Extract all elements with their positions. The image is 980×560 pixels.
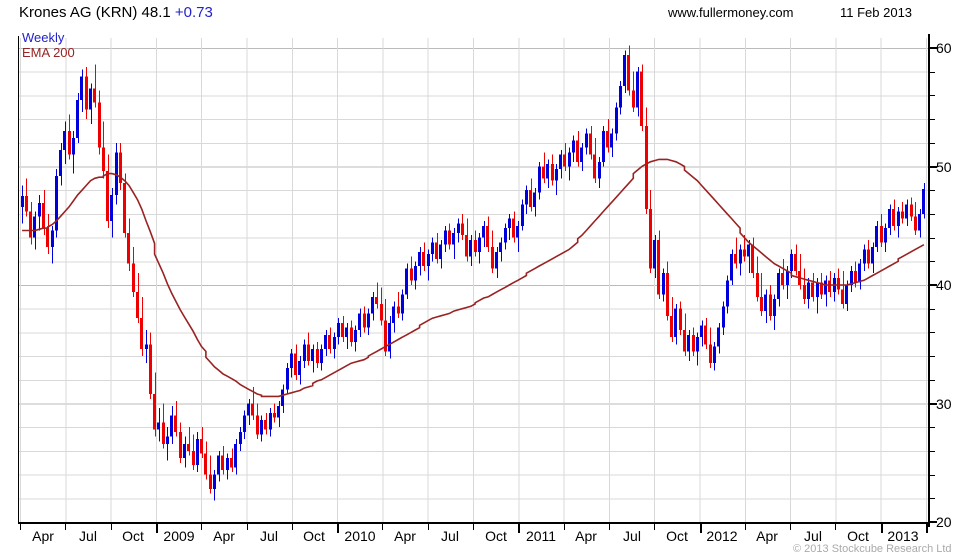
x-axis-label: Oct <box>122 528 144 544</box>
x-axis-tick <box>790 524 791 530</box>
y-axis-tick <box>928 450 935 452</box>
copyright-notice: © 2013 Stockcube Research Ltd <box>793 543 952 555</box>
x-axis-label: Oct <box>485 528 507 544</box>
y-axis-tick <box>928 142 935 144</box>
y-axis-tick <box>928 165 937 168</box>
y-axis-tick <box>928 498 935 500</box>
y-axis-tick <box>928 261 935 263</box>
x-axis-tick <box>20 524 21 530</box>
source-website: www.fullermoney.com <box>668 5 794 20</box>
x-axis-tick <box>156 524 158 533</box>
instrument-label: Krones AG (KRN) 48.1 <box>19 4 171 21</box>
x-axis-tick <box>292 524 293 530</box>
x-axis-label: 2010 <box>344 528 376 544</box>
y-axis-tick <box>928 332 935 334</box>
y-axis-label: 40 <box>936 277 952 293</box>
x-axis-label: Apr <box>756 528 778 544</box>
x-axis-tick <box>247 524 248 530</box>
legend-item-weekly: Weekly <box>22 30 65 45</box>
y-axis-tick <box>928 402 937 405</box>
chart-header: Krones AG (KRN) 48.1 +0.73 www.fullermon… <box>0 0 980 30</box>
x-axis-tick <box>473 524 474 530</box>
x-axis-label: Jul <box>79 528 97 544</box>
x-axis-tick <box>835 524 836 530</box>
y-axis-tick <box>928 284 937 286</box>
x-axis-tick <box>382 524 383 530</box>
x-axis-label: 2009 <box>163 528 195 544</box>
x-axis-tick <box>111 524 112 530</box>
y-axis-tick <box>928 119 935 121</box>
y-axis-tick <box>928 379 935 381</box>
x-axis-tick <box>881 524 883 533</box>
x-axis-tick <box>518 524 520 533</box>
x-axis-label: Jul <box>804 528 822 544</box>
chart-date: 11 Feb 2013 <box>840 5 913 20</box>
plot-area <box>18 38 928 523</box>
x-axis-tick <box>564 524 565 530</box>
x-axis-tick <box>700 524 702 533</box>
x-axis-label: Jul <box>441 528 459 544</box>
x-axis-tick <box>201 524 202 530</box>
x-axis-tick <box>65 524 66 530</box>
x-axis-label: Jul <box>623 528 641 544</box>
x-axis-label: Oct <box>303 528 325 544</box>
y-axis-label: 20 <box>936 514 952 530</box>
x-axis-label: Jul <box>260 528 278 544</box>
y-axis-tick <box>928 95 935 97</box>
x-axis-label: Apr <box>213 528 235 544</box>
x-axis-tick <box>654 524 655 530</box>
page-title: Krones AG (KRN) 48.1 +0.73 <box>19 4 213 21</box>
y-axis-tick <box>928 47 937 49</box>
x-axis-tick <box>609 524 610 530</box>
legend-item-ema200: EMA 200 <box>22 45 75 60</box>
grid-lines <box>18 38 928 523</box>
candlestick-series <box>21 45 926 501</box>
x-axis-tick <box>926 524 928 533</box>
x-axis-label: Oct <box>666 528 688 544</box>
x-axis-tick <box>745 524 746 530</box>
x-axis-tick <box>337 524 339 533</box>
y-axis-tick <box>928 356 935 358</box>
x-axis-label: 2012 <box>706 528 738 544</box>
x-axis-tick <box>428 524 429 530</box>
y-axis-tick <box>928 308 935 310</box>
y-axis-tick <box>928 427 935 429</box>
x-axis-label: Apr <box>575 528 597 544</box>
chart-legend: Weekly EMA 200 <box>22 30 75 60</box>
y-axis-left-line <box>18 36 19 524</box>
x-axis-label: 2011 <box>525 528 557 544</box>
x-axis-line <box>18 522 929 524</box>
x-axis-label: Apr <box>32 528 54 544</box>
y-axis-label: 30 <box>936 395 952 412</box>
y-axis-tick <box>928 237 935 239</box>
y-axis-line <box>928 34 930 527</box>
x-axis-label: Oct <box>847 528 869 544</box>
y-axis-label: 60 <box>936 40 952 56</box>
y-axis-tick <box>928 190 935 192</box>
ema-200-line <box>22 158 925 398</box>
y-axis-tick <box>928 213 935 215</box>
price-change: +0.73 <box>174 4 213 21</box>
y-axis-tick <box>928 71 935 73</box>
y-axis-tick <box>928 474 935 476</box>
y-axis-tick <box>928 521 937 523</box>
y-axis-label: 50 <box>936 158 952 175</box>
candlestick-canvas <box>18 38 928 523</box>
x-axis-label: 2013 <box>887 528 919 544</box>
x-axis-label: Apr <box>394 528 416 544</box>
